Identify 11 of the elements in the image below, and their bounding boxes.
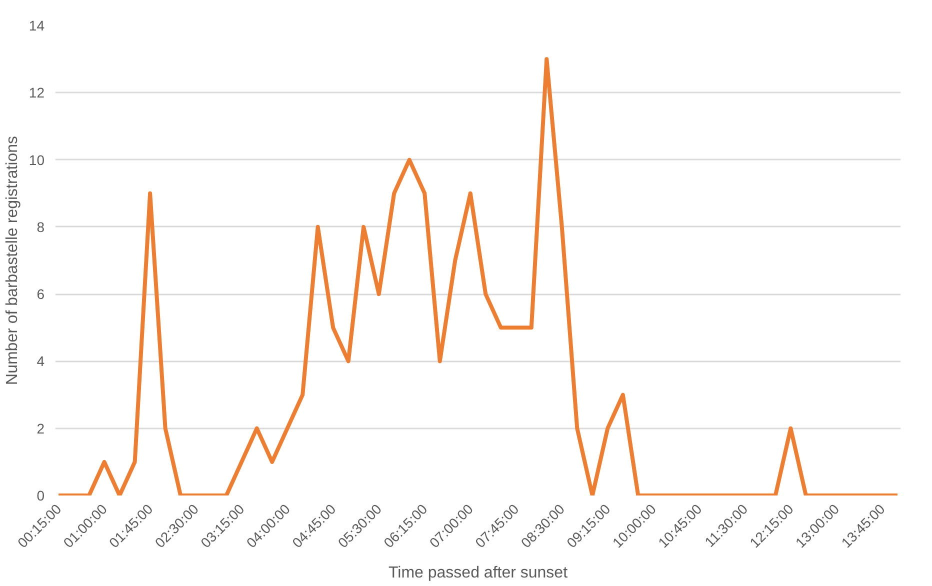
y-tick-label: 2: [36, 420, 45, 436]
y-tick-label: 14: [28, 18, 45, 34]
y-tick-label: 10: [28, 152, 45, 168]
y-axis-title: Number of barbastelle registrations: [4, 136, 21, 386]
y-tick-label: 8: [36, 218, 45, 235]
y-tick-label: 6: [36, 286, 45, 302]
y-tick-label: 0: [36, 488, 45, 504]
line-series: [56, 57, 900, 496]
x-axis-title: Time passed after sunset: [388, 564, 568, 582]
y-tick-label: 4: [36, 353, 45, 370]
y-tick-label: 12: [28, 84, 45, 101]
